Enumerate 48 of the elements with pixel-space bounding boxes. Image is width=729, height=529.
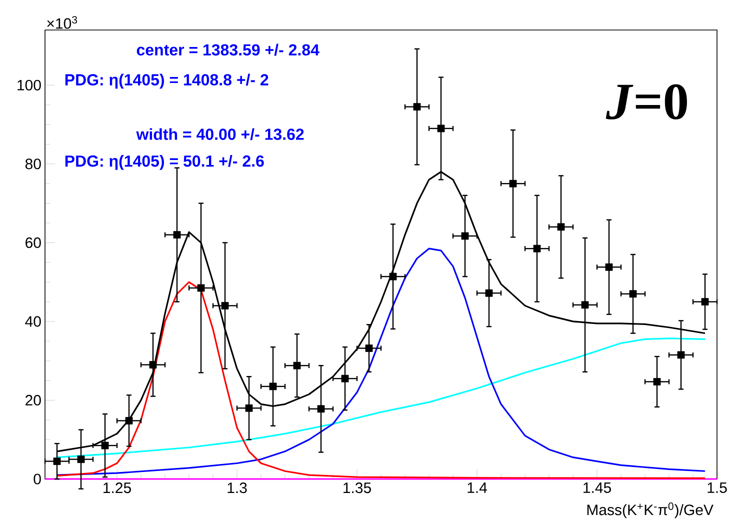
x-tick-label: 1.25 <box>104 482 131 494</box>
point <box>101 442 109 450</box>
point <box>125 417 133 424</box>
x-tick-label: 1.5 <box>708 482 727 493</box>
line-series <box>56 281 706 480</box>
point <box>605 263 613 271</box>
y-tick-label: 100 <box>18 80 41 90</box>
point <box>365 344 373 352</box>
point <box>53 458 61 465</box>
y-tick-label: 80 <box>25 158 41 170</box>
point <box>341 374 349 382</box>
x-axis-title: Mass(K$^{+}$K$^{-}$π$^{0}$)/GeV <box>587 502 714 518</box>
point <box>629 290 637 298</box>
point <box>389 272 397 280</box>
point <box>173 231 181 239</box>
point <box>533 244 541 252</box>
point <box>197 284 205 292</box>
point <box>701 298 709 306</box>
y-tick-label: 20 <box>26 394 41 406</box>
point <box>245 404 253 412</box>
text: ×10$^{3}$ <box>47 16 78 29</box>
point <box>77 456 85 464</box>
point <box>581 301 589 309</box>
x-tick-label: 1.45 <box>584 482 611 493</box>
x-tick-label: 1.3 <box>228 482 247 494</box>
point <box>437 124 445 132</box>
point <box>269 382 277 390</box>
point <box>485 289 493 297</box>
point <box>677 351 685 359</box>
annotation: J=0 <box>606 84 687 120</box>
point <box>149 361 157 368</box>
y-tick-label: 0 <box>34 474 41 484</box>
point <box>509 180 517 188</box>
point <box>557 223 565 231</box>
annotation: width = 40.00 +/- 13.62 <box>136 128 304 140</box>
x-tick-label: 1.4 <box>468 482 487 493</box>
point <box>317 405 325 413</box>
point <box>413 103 421 110</box>
point <box>461 232 469 240</box>
y-tick-label: 60 <box>26 237 41 248</box>
x-tick-label: 1.35 <box>344 482 371 494</box>
point <box>221 302 229 310</box>
annotation: PDG: η(1405) = 1408.8 +/- 2 <box>65 74 268 89</box>
annotation: center = 1383.59 +/- 2.84 <box>136 44 320 56</box>
point <box>293 362 301 370</box>
y-tick-label: 40 <box>25 316 41 327</box>
annotation: PDG: η(1405) = 50.1 +/- 2.6 <box>65 154 264 170</box>
point <box>653 378 661 386</box>
